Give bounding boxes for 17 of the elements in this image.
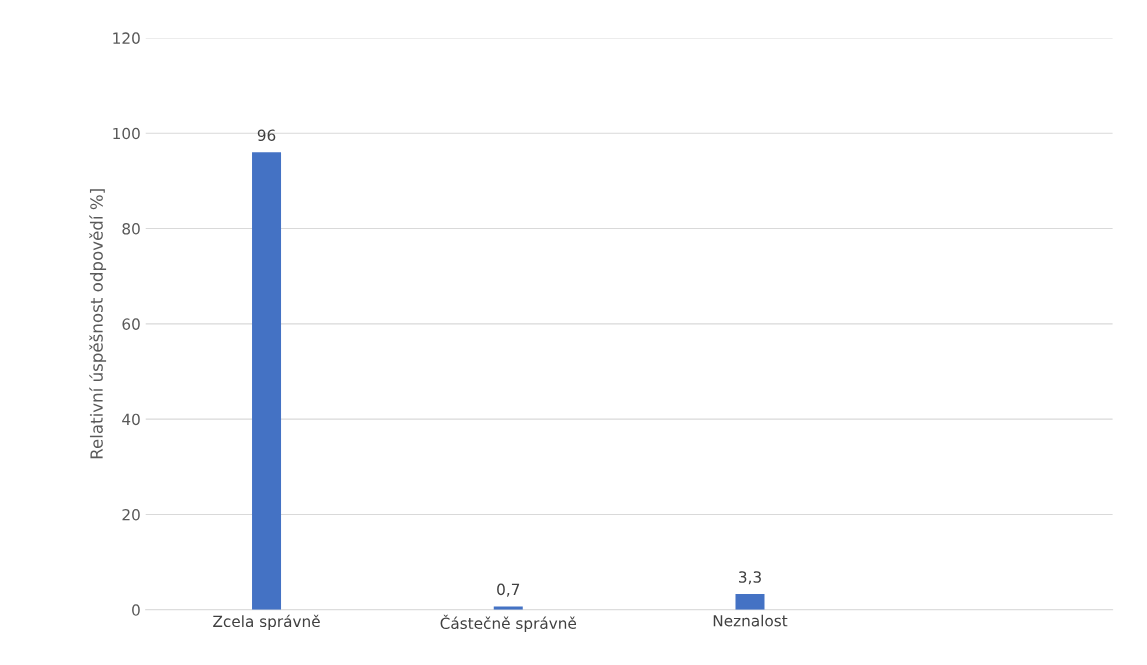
bar (493, 606, 523, 610)
y-axis-title: Relativní úspěšnost odpovědí %] (89, 189, 107, 459)
x-tick-label: Částečně správně (440, 614, 577, 632)
data-label: 0,7 (497, 583, 520, 597)
y-tick-label: 20 (122, 508, 140, 521)
y-tick-label: 120 (113, 32, 140, 44)
y-tick-label: 0 (132, 604, 140, 616)
y-tick-label: 40 (122, 413, 140, 426)
y-tick-label: 100 (113, 127, 140, 140)
bar (252, 152, 282, 610)
x-tick-label: Zcela správně (213, 614, 320, 631)
bar (735, 594, 765, 610)
data-label: 96 (257, 129, 276, 141)
data-label: 3,3 (739, 571, 761, 585)
x-tick-label: Neznalost (713, 614, 788, 627)
y-tick-label: 80 (122, 223, 140, 235)
y-tick-label: 60 (122, 318, 140, 330)
